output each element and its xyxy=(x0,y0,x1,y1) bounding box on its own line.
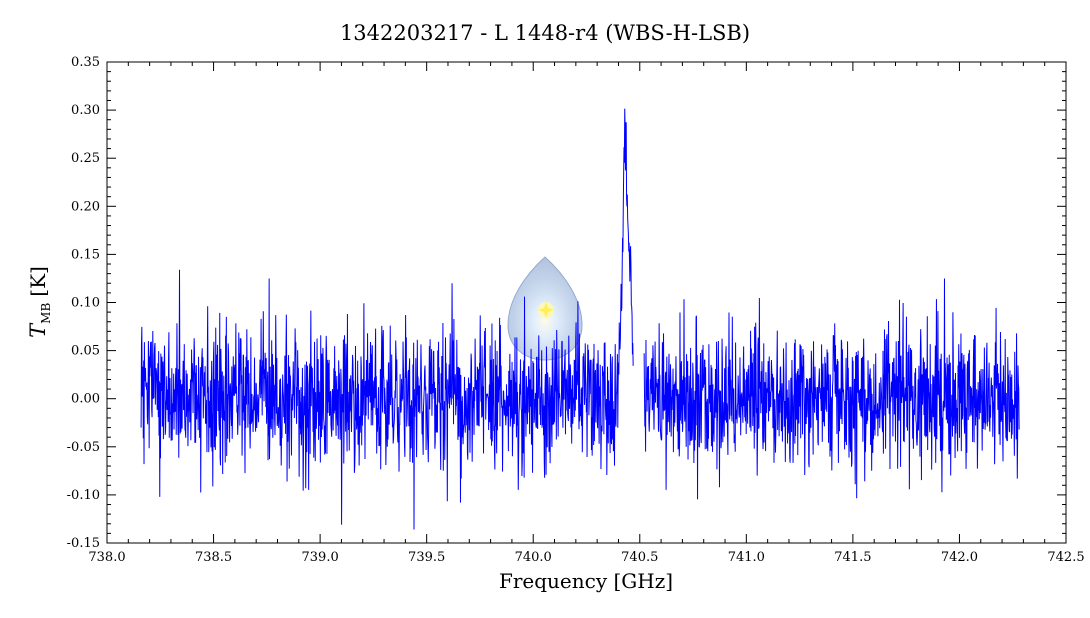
svg-text:TMB[K]: TMB [K] xyxy=(26,266,53,338)
x-tick-label: 741.5 xyxy=(834,550,871,565)
x-tick-label: 738.5 xyxy=(195,550,232,565)
x-tick-label: 742.0 xyxy=(941,550,978,565)
x-tick-label: 738.0 xyxy=(88,550,125,565)
x-tick-label: 742.5 xyxy=(1047,550,1084,565)
y-tick-label: 0.10 xyxy=(71,296,100,311)
x-tick-label: 740.5 xyxy=(621,550,658,565)
y-tick-label: 0.35 xyxy=(71,55,100,70)
chart-title: 1342203217 - L 1448-r4 (WBS-H-LSB) xyxy=(340,21,750,45)
y-label-symbol: T xyxy=(26,322,50,338)
y-tick-label: 0.30 xyxy=(71,103,100,118)
hifi-star-icon xyxy=(538,302,554,318)
x-axis-label: Frequency [GHz] xyxy=(499,569,673,593)
spectrum-line xyxy=(140,108,1020,530)
plot-frame xyxy=(106,61,1067,544)
x-tick-label: 741.0 xyxy=(728,550,765,565)
x-tick-label: 739.0 xyxy=(302,550,339,565)
y-label-unit: [K] xyxy=(26,266,50,297)
y-tick-label: -0.15 xyxy=(67,536,100,551)
y-tick-label: 0.15 xyxy=(71,247,100,262)
y-tick-label: 0.25 xyxy=(71,151,100,166)
y-tick-label: 0.20 xyxy=(71,199,100,214)
x-tick-label: 739.5 xyxy=(408,550,445,565)
watermark-logo xyxy=(507,256,583,361)
y-axis: -0.15 -0.10 -0.05 0.00 0.05 0.10 0.15 0.20 0.25 0… xyxy=(67,55,1066,551)
y-tick-label: 0.05 xyxy=(71,344,100,359)
y-axis-label: TMB [K] xyxy=(26,266,53,338)
y-tick-label: -0.10 xyxy=(67,488,100,503)
y-tick-label: 0.00 xyxy=(71,392,100,407)
x-axis: 738.0 738.5 739.0 739.5 740.0 740.5 741.0 741.5… xyxy=(88,62,1085,565)
y-label-subscript: MB xyxy=(39,303,53,324)
x-tick-label: 740.0 xyxy=(515,550,552,565)
y-tick-label: -0.05 xyxy=(67,440,100,455)
